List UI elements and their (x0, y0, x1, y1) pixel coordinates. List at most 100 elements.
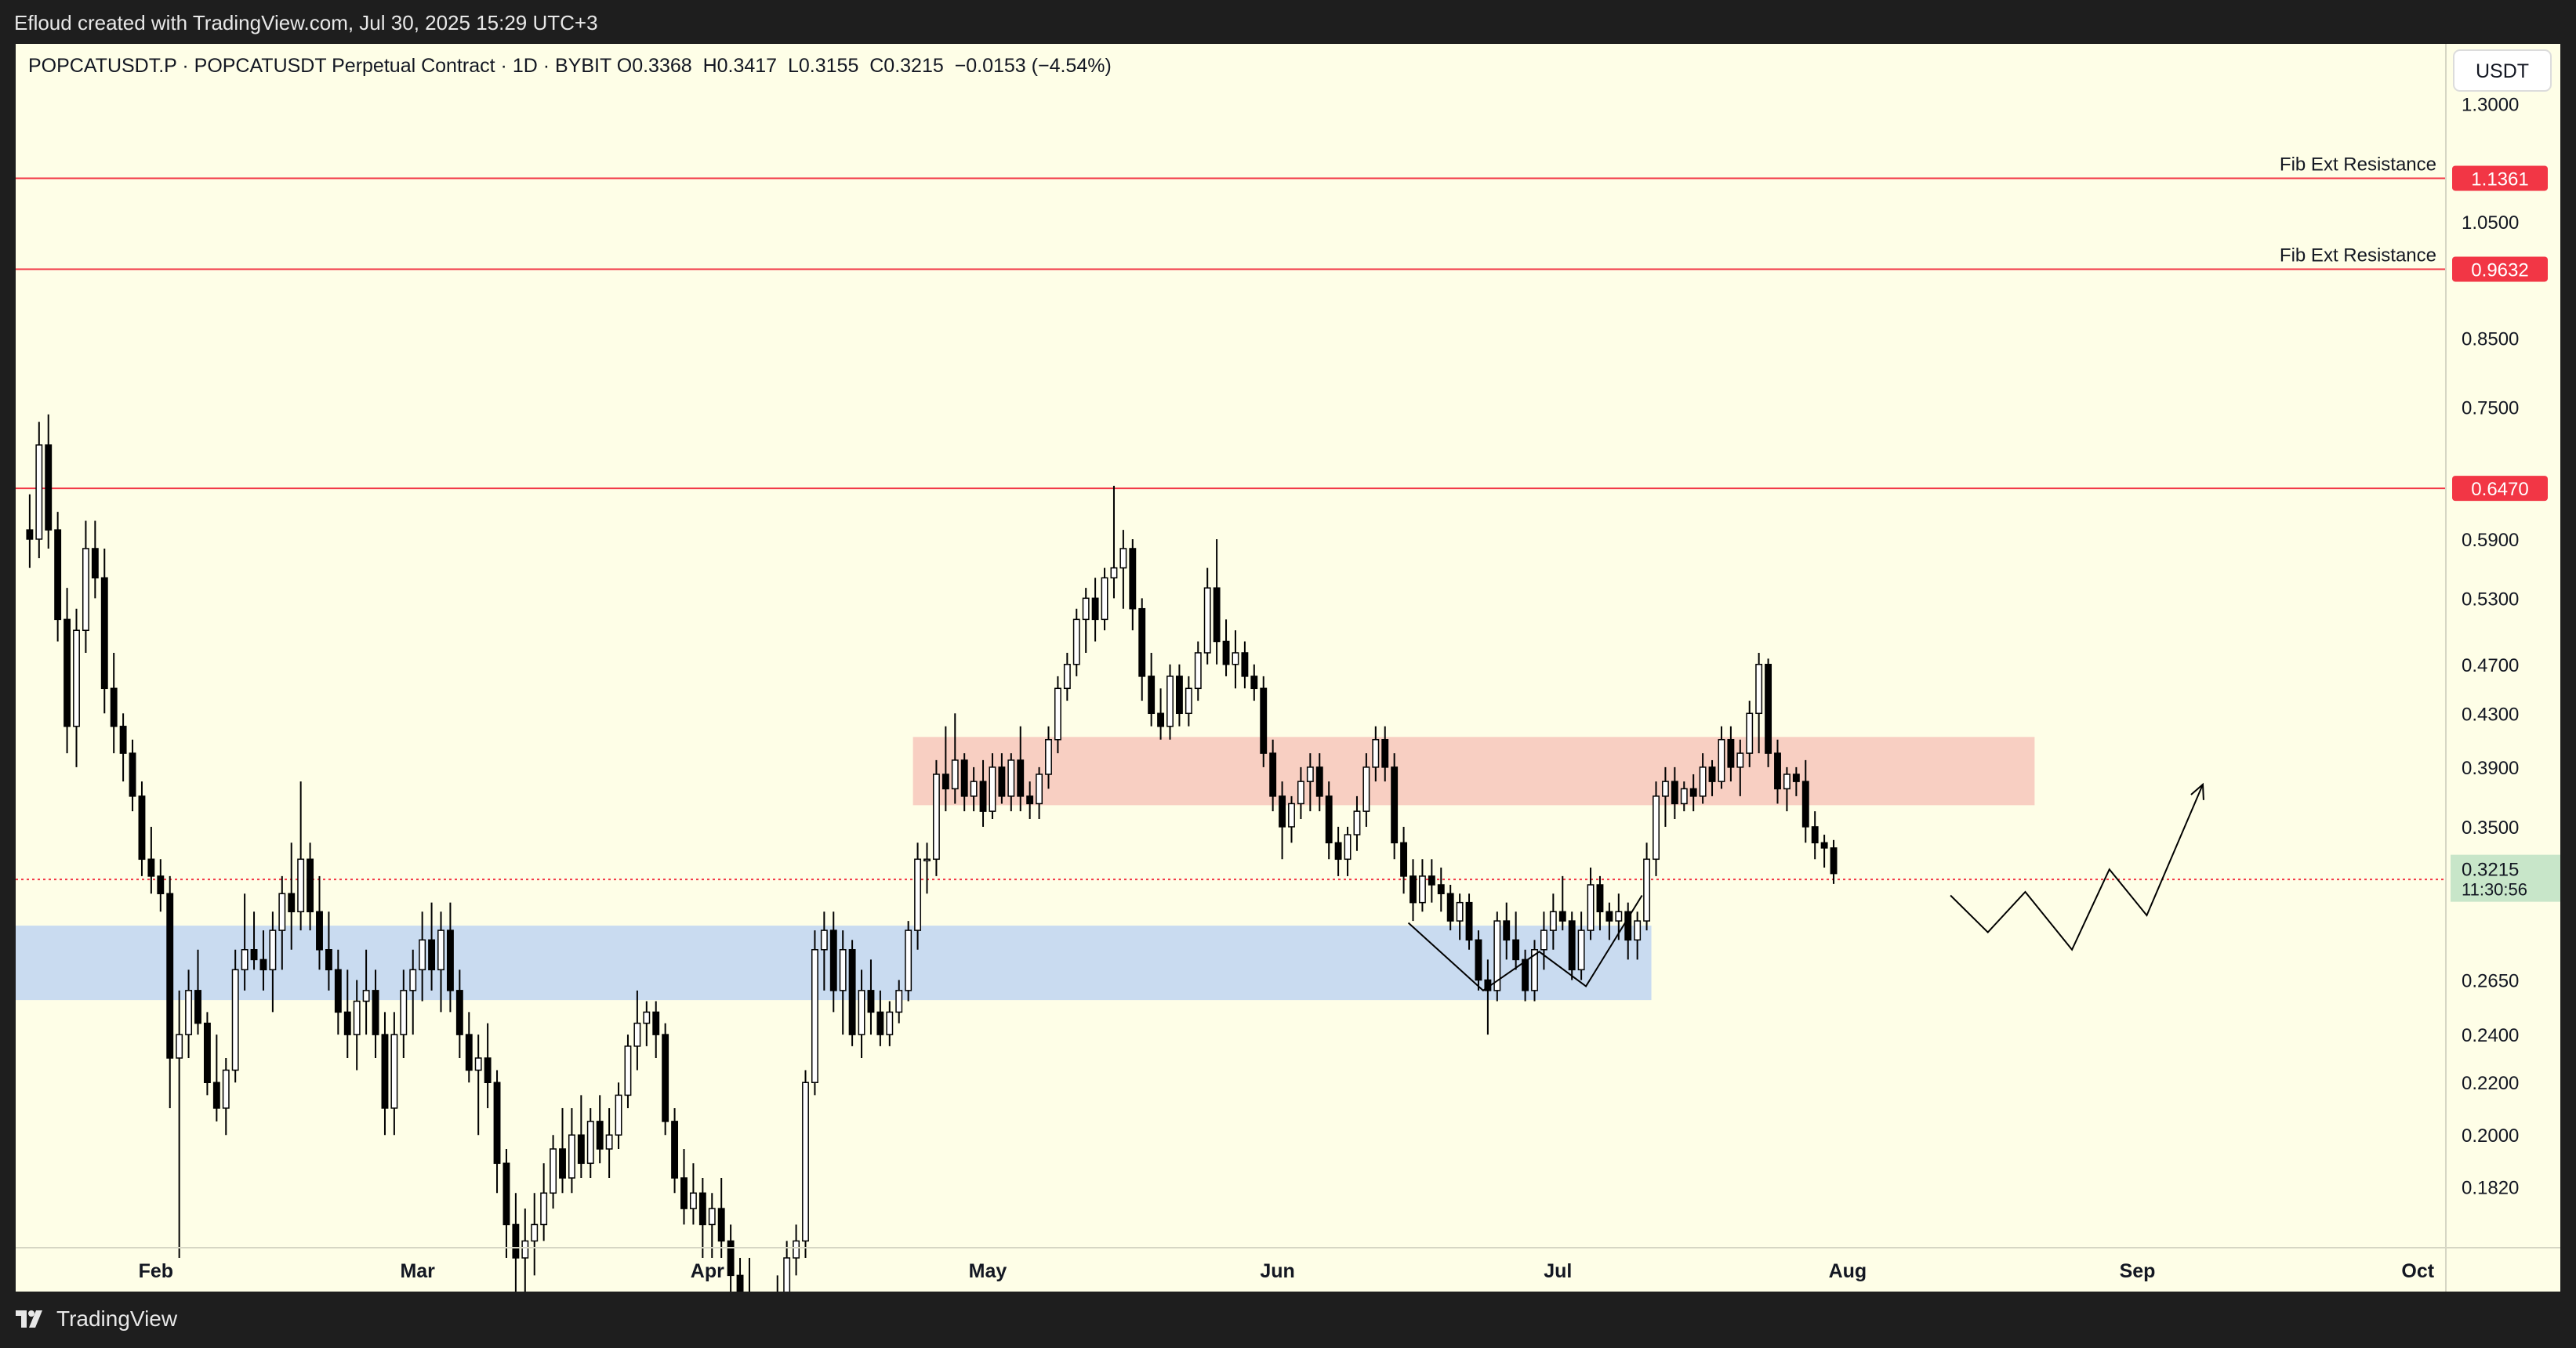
candle[interactable] (775, 1275, 780, 1292)
candle[interactable] (110, 652, 118, 754)
candle[interactable] (1577, 911, 1585, 980)
candle[interactable] (1250, 664, 1258, 701)
candle[interactable] (1531, 940, 1538, 1002)
candle[interactable] (793, 1224, 800, 1276)
candle[interactable] (1587, 868, 1595, 940)
candle[interactable] (166, 875, 174, 1108)
candle[interactable] (942, 726, 949, 812)
candle[interactable] (1661, 766, 1669, 827)
candle[interactable] (970, 766, 978, 812)
candle[interactable] (736, 1258, 744, 1292)
projection-path[interactable] (1950, 784, 2204, 951)
candle[interactable] (1400, 826, 1408, 894)
candle[interactable] (1410, 859, 1417, 922)
candle[interactable] (307, 842, 314, 931)
candle[interactable] (259, 930, 267, 991)
tradingview-brand[interactable]: TradingView (14, 1306, 177, 1332)
candle[interactable] (1334, 826, 1342, 876)
candle[interactable] (1138, 598, 1146, 701)
candle[interactable] (1279, 781, 1286, 860)
candle[interactable] (1456, 893, 1464, 940)
candle[interactable] (643, 1001, 651, 1046)
candle[interactable] (157, 859, 165, 912)
candle[interactable] (185, 969, 193, 1059)
candle[interactable] (1119, 530, 1127, 609)
candle[interactable] (1671, 766, 1678, 819)
candle[interactable] (1437, 868, 1445, 912)
candle[interactable] (1512, 911, 1520, 970)
candle[interactable] (269, 911, 277, 1013)
candle[interactable] (1689, 774, 1697, 812)
candle[interactable] (176, 990, 183, 1259)
candle[interactable] (1222, 619, 1230, 676)
candle[interactable] (73, 608, 80, 767)
candle[interactable] (278, 875, 286, 970)
candle[interactable] (1344, 826, 1351, 876)
candle[interactable] (1736, 739, 1744, 796)
candle[interactable] (241, 893, 249, 991)
candle[interactable] (820, 911, 828, 991)
candle[interactable] (1288, 795, 1295, 843)
candle[interactable] (45, 414, 53, 549)
candle[interactable] (1465, 893, 1473, 950)
candle[interactable] (1699, 753, 1707, 804)
candle[interactable] (437, 911, 444, 1013)
candle[interactable] (100, 548, 108, 714)
candle[interactable] (1026, 781, 1034, 819)
candle[interactable] (531, 1193, 539, 1276)
candle[interactable] (1185, 676, 1192, 727)
candle[interactable] (1157, 688, 1165, 740)
candle[interactable] (1007, 753, 1015, 812)
candle[interactable] (484, 1023, 492, 1108)
candle[interactable] (1596, 875, 1604, 931)
candle[interactable] (680, 1149, 688, 1225)
candle[interactable] (1372, 726, 1380, 782)
candle[interactable] (1362, 753, 1370, 827)
candle[interactable] (1391, 753, 1399, 860)
candle[interactable] (1830, 839, 1838, 884)
candle[interactable] (1166, 664, 1174, 740)
candle[interactable] (1522, 949, 1529, 1002)
candle[interactable] (1680, 781, 1688, 812)
candlestick-chart[interactable]: Fib Ext Resistance Fib Ext Resistance 1.3… (16, 44, 2560, 1292)
candle[interactable] (1634, 911, 1642, 960)
candle[interactable] (474, 1035, 482, 1136)
candle[interactable] (717, 1178, 725, 1259)
candle[interactable] (343, 969, 351, 1059)
candle[interactable] (746, 1258, 752, 1292)
candle[interactable] (138, 781, 146, 876)
candle[interactable] (605, 1107, 613, 1179)
candle[interactable] (596, 1095, 604, 1164)
resistance-zone[interactable] (912, 737, 2035, 806)
candle[interactable] (521, 1208, 529, 1292)
candle[interactable] (390, 1012, 398, 1136)
candle[interactable] (231, 949, 239, 1083)
candle[interactable] (1727, 726, 1735, 782)
candle[interactable] (1643, 842, 1651, 931)
candle[interactable] (1063, 652, 1071, 701)
candle[interactable] (1110, 485, 1118, 599)
candle[interactable] (1260, 676, 1268, 767)
chart-area[interactable]: Fib Ext Resistance Fib Ext Resistance 1.3… (16, 44, 2560, 1292)
candle[interactable] (1718, 726, 1725, 789)
candle[interactable] (577, 1095, 585, 1179)
candle[interactable] (212, 1035, 220, 1122)
candle[interactable] (698, 1178, 706, 1259)
candle[interactable] (1036, 766, 1043, 819)
candle[interactable] (1755, 652, 1763, 754)
candle[interactable] (1774, 739, 1781, 804)
candle[interactable] (839, 930, 847, 1035)
candle[interactable] (1306, 753, 1314, 812)
candle[interactable] (129, 739, 136, 812)
candle[interactable] (1605, 902, 1613, 940)
candle[interactable] (923, 842, 931, 894)
candle[interactable] (960, 753, 968, 812)
candle[interactable] (905, 921, 912, 1002)
candle[interactable] (409, 949, 417, 1035)
candle[interactable] (1792, 766, 1800, 796)
candle[interactable] (586, 1107, 594, 1179)
candle[interactable] (932, 759, 940, 876)
candle[interactable] (1765, 658, 1772, 767)
candle[interactable] (1624, 902, 1632, 960)
candle[interactable] (1241, 641, 1249, 689)
